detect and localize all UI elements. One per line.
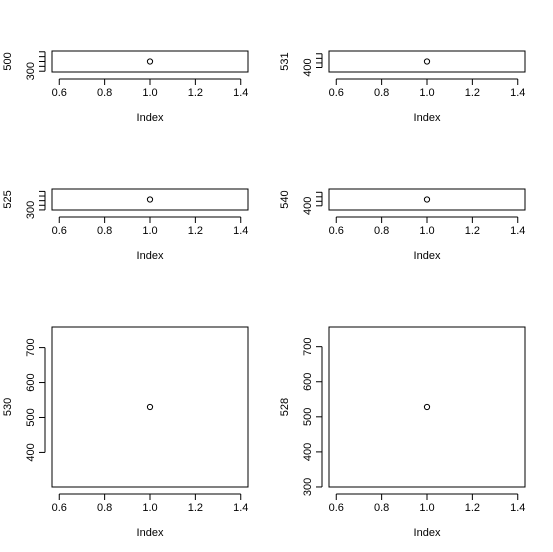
x-tick-label: 1.2 — [465, 225, 480, 237]
y-tick-label: 500 — [25, 408, 37, 426]
x-tick-label: 1.0 — [419, 225, 434, 237]
x-axis-label: Index — [137, 250, 164, 262]
x-tick-label: 1.4 — [510, 87, 525, 99]
x-tick-label: 0.8 — [97, 87, 112, 99]
y-tick-label: 400 — [25, 443, 37, 461]
y-tick-label: 600 — [302, 373, 314, 391]
x-tick-label: 0.6 — [52, 502, 67, 514]
x-tick-label: 1.2 — [188, 225, 203, 237]
x-tick-label: 0.6 — [329, 502, 344, 514]
x-tick-label: 1.0 — [419, 87, 434, 99]
x-tick-label: 1.0 — [142, 87, 157, 99]
x-axis-label: Index — [137, 112, 164, 124]
y-tick-label: 400 — [302, 197, 314, 215]
y-axis-label: 528 — [279, 398, 291, 416]
y-tick-label: 700 — [25, 338, 37, 356]
x-tick-label: 1.0 — [419, 502, 434, 514]
x-tick-label: 1.2 — [465, 87, 480, 99]
y-tick-label: 300 — [25, 62, 37, 80]
x-tick-label: 1.0 — [142, 502, 157, 514]
point — [423, 58, 431, 65]
x-tick-label: 1.4 — [233, 502, 248, 514]
x-tick-label: 1.4 — [233, 87, 248, 99]
point — [146, 58, 154, 65]
plot-box — [328, 326, 526, 488]
x-axis-label: Index — [137, 527, 164, 539]
x-axis-label: Index — [414, 250, 441, 262]
x-tick-label: 1.4 — [233, 225, 248, 237]
y-tick-label: 400 — [302, 443, 314, 461]
y-tick-label: 300 — [25, 201, 37, 219]
y-axis-label: 500 — [2, 52, 14, 70]
y-tick-label: 300 — [302, 478, 314, 496]
x-tick-label: 1.2 — [188, 87, 203, 99]
x-tick-label: 0.6 — [52, 87, 67, 99]
x-tick-label: 0.8 — [97, 502, 112, 514]
plot-box — [51, 50, 249, 73]
x-axis-label: Index — [414, 527, 441, 539]
y-tick-label: 700 — [302, 337, 314, 355]
point — [423, 403, 431, 411]
point — [146, 196, 154, 203]
x-tick-label: 1.0 — [142, 225, 157, 237]
x-tick-label: 1.2 — [465, 502, 480, 514]
y-axis-label: 525 — [2, 190, 14, 208]
plot-box — [328, 50, 526, 73]
x-tick-label: 0.8 — [374, 502, 389, 514]
x-tick-label: 1.4 — [510, 502, 525, 514]
x-tick-label: 0.6 — [329, 87, 344, 99]
x-tick-label: 1.4 — [510, 225, 525, 237]
y-tick-label: 500 — [302, 408, 314, 426]
x-tick-label: 0.6 — [329, 225, 344, 237]
x-tick-label: 0.6 — [52, 225, 67, 237]
plot-box — [51, 188, 249, 211]
y-axis-label: 531 — [279, 52, 291, 70]
y-tick-label: 400 — [302, 58, 314, 76]
x-tick-label: 0.8 — [374, 225, 389, 237]
point — [146, 403, 154, 411]
y-tick-label: 600 — [25, 373, 37, 391]
y-axis-label: 530 — [2, 398, 14, 416]
x-axis-label: Index — [414, 112, 441, 124]
x-tick-label: 1.2 — [188, 502, 203, 514]
point — [423, 196, 431, 203]
plot-box — [328, 188, 526, 211]
x-tick-label: 0.8 — [97, 225, 112, 237]
y-axis-label: 540 — [279, 190, 291, 208]
x-tick-label: 0.8 — [374, 87, 389, 99]
plot-box — [51, 326, 249, 488]
